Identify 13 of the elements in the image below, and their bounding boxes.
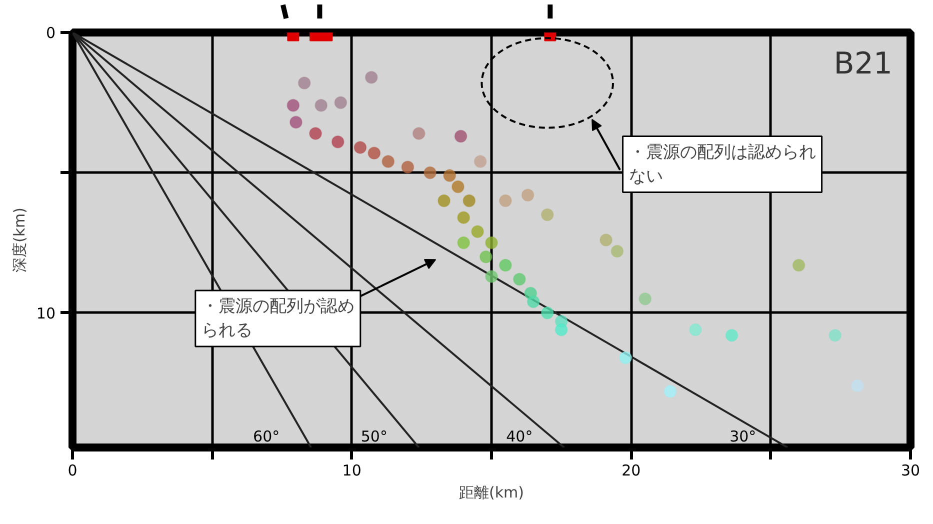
annotation: ・震源の配列は認められない [628, 142, 816, 186]
x-tick-label: 20 [622, 462, 641, 480]
x-axis-title: 距離(km) [459, 484, 524, 502]
annotation: ・震源の配列が認められる [201, 296, 354, 341]
x-tick-label: 10 [342, 462, 362, 480]
series-label: 50° [360, 428, 388, 446]
series-label: 40° [506, 428, 533, 446]
y-axis-title: 深度(km) [10, 207, 28, 272]
series-label: 30° [730, 428, 756, 446]
series-label: 60° [253, 428, 280, 446]
x-tick-label: 0 [68, 462, 78, 480]
annotation: B21 [834, 46, 893, 82]
x-tick-label: 30 [900, 462, 920, 480]
